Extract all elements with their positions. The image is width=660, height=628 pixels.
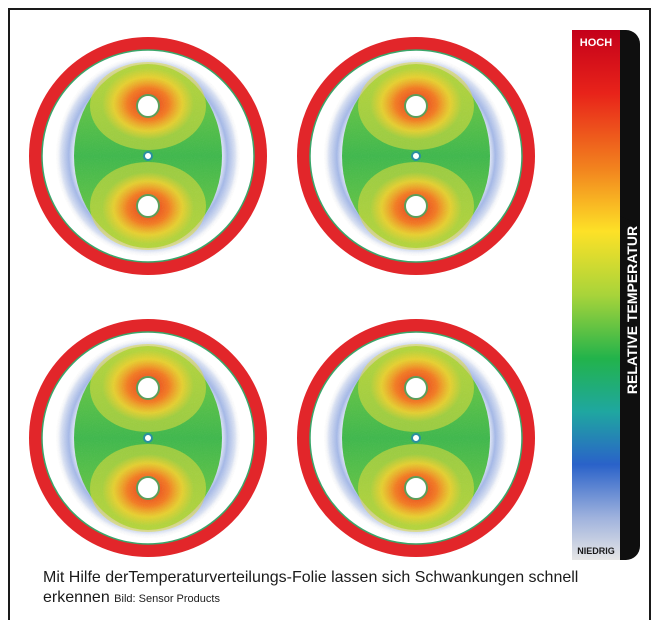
legend-low-label: NIEDRIG bbox=[577, 546, 615, 556]
legend-high-label: HOCH bbox=[580, 37, 612, 49]
disc-bottom-left bbox=[29, 319, 267, 557]
disc-top-right bbox=[297, 37, 535, 275]
caption-credit: Bild: Sensor Products bbox=[114, 593, 220, 605]
legend-gradient-bar bbox=[572, 30, 620, 560]
caption-text: Mit Hilfe derTemperaturverteilungs-Folie… bbox=[43, 569, 579, 606]
pressure-film-image: HOCH NIEDRIG RELATIVE TEMPERATUR bbox=[10, 30, 640, 560]
legend-black-band bbox=[620, 30, 640, 560]
legend-axis-label: RELATIVE TEMPERATUR bbox=[624, 226, 640, 394]
figure-caption: Mit Hilfe derTemperaturverteilungs-Folie… bbox=[43, 568, 643, 609]
legend-pointer-icon bbox=[620, 216, 636, 230]
disc-bottom-right bbox=[297, 319, 535, 557]
disc-top-left bbox=[29, 37, 267, 275]
temperature-legend: HOCH NIEDRIG RELATIVE TEMPERATUR bbox=[572, 30, 640, 560]
